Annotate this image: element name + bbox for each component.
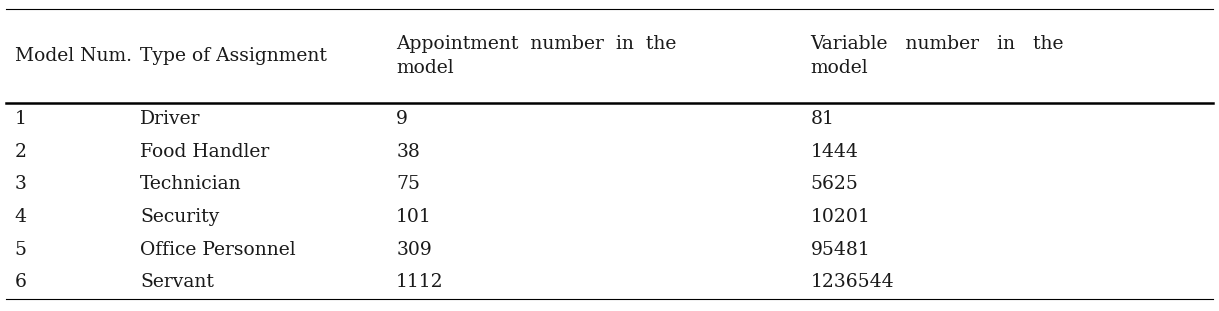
Text: 38: 38 [396, 143, 421, 160]
Text: 1444: 1444 [811, 143, 858, 160]
Text: 309: 309 [396, 241, 432, 258]
Text: 2: 2 [15, 143, 27, 160]
Text: Servant: Servant [140, 273, 215, 291]
Text: 81: 81 [811, 110, 835, 128]
Text: 5625: 5625 [811, 175, 858, 193]
Text: 5: 5 [15, 241, 27, 258]
Text: Food Handler: Food Handler [140, 143, 269, 160]
Text: 10201: 10201 [811, 208, 870, 226]
Text: Appointment  number  in  the
model: Appointment number in the model [396, 35, 677, 77]
Text: Model Num.: Model Num. [15, 47, 132, 65]
Text: 6: 6 [15, 273, 27, 291]
Text: 1236544: 1236544 [811, 273, 895, 291]
Text: Technician: Technician [140, 175, 241, 193]
Text: 4: 4 [15, 208, 27, 226]
Text: Variable   number   in   the
model: Variable number in the model [811, 35, 1064, 77]
Text: Type of Assignment: Type of Assignment [140, 47, 327, 65]
Text: Security: Security [140, 208, 219, 226]
Text: 3: 3 [15, 175, 27, 193]
Text: 95481: 95481 [811, 241, 870, 258]
Text: 101: 101 [396, 208, 432, 226]
Text: 75: 75 [396, 175, 421, 193]
Text: 1112: 1112 [396, 273, 444, 291]
Text: Office Personnel: Office Personnel [140, 241, 296, 258]
Text: Driver: Driver [140, 110, 201, 128]
Text: 1: 1 [15, 110, 27, 128]
Text: 9: 9 [396, 110, 408, 128]
